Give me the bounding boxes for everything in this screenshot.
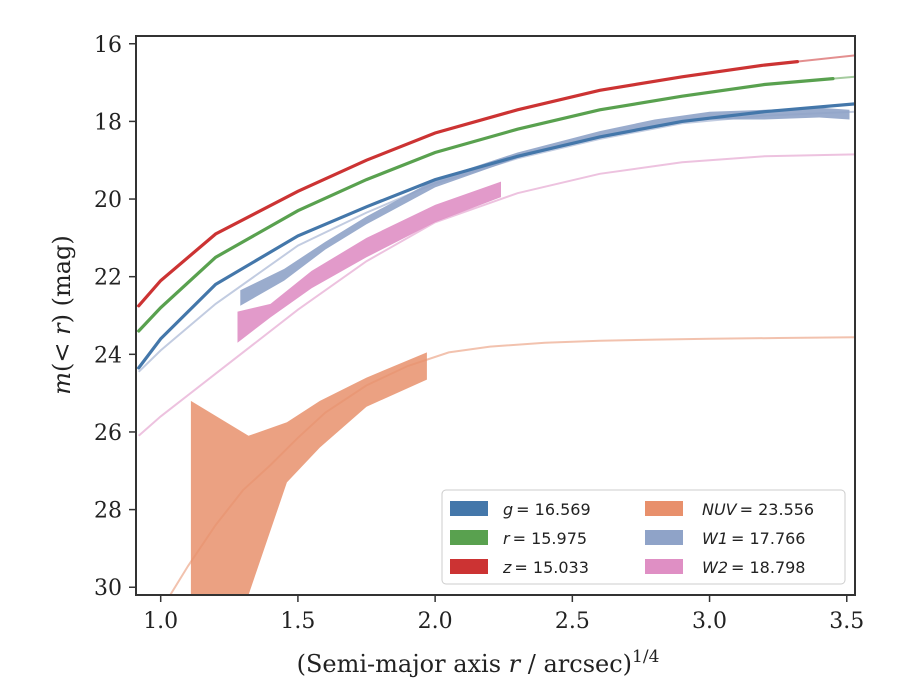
y-tick-label: 26: [94, 421, 122, 446]
axis-ticks: 1.0 1.5 2.0 2.5 3.0 3.5 16 18 20 22 24 26 28 30: [94, 33, 864, 634]
legend-label-z: z = 15.033: [502, 558, 589, 577]
y-tick-label: 28: [94, 499, 122, 524]
legend-label-w2: W2 = 18.798: [702, 558, 805, 577]
legend-swatch-r: [450, 530, 488, 545]
legend: g = 16.569 r = 15.975 z = 15.033 NUV = 23.55…: [441, 489, 846, 585]
y-tick-label: 22: [94, 266, 122, 291]
series-r-observed-line: [137, 77, 835, 333]
x-tick-label: 2.5: [555, 609, 590, 634]
legend-swatch-nuv: [645, 501, 683, 516]
y-tick-label: 18: [94, 110, 122, 135]
x-tick-label: 1.5: [280, 609, 315, 634]
legend-label-nuv: NUV = 23.556: [702, 500, 814, 519]
legend-swatch-z: [450, 559, 488, 574]
x-tick-label: 2.0: [418, 609, 453, 634]
x-tick-label: 3.5: [829, 609, 864, 634]
legend-swatch-w2: [645, 559, 683, 574]
legend-box: [441, 489, 846, 585]
x-tick-label: 3.0: [692, 609, 727, 634]
legend-label-r: r = 15.975: [503, 529, 587, 548]
series-z-observed-line: [137, 60, 799, 308]
axes-frame: [135, 35, 856, 596]
plot-area: [137, 54, 855, 595]
x-axis-label: (Semi-major axis r / arcsec)1/4: [297, 647, 660, 678]
series-w1-band: [240, 107, 850, 306]
y-tick-label: 24: [94, 343, 122, 368]
legend-label-g: g = 16.569: [503, 500, 591, 519]
y-tick-label: 16: [94, 33, 122, 58]
series-w2-band: [237, 181, 501, 343]
legend-swatch-w1: [645, 530, 683, 545]
y-tick-label: 30: [94, 576, 122, 601]
series-nuv-band: [190, 352, 427, 595]
y-axis-label: m(< r) (mag): [48, 235, 76, 395]
legend-label-w1: W1 = 17.766: [702, 529, 805, 548]
legend-swatch-g: [450, 501, 488, 516]
x-tick-label: 1.0: [143, 609, 178, 634]
series-g-observed-line: [137, 102, 855, 370]
y-tick-label: 20: [94, 188, 122, 213]
